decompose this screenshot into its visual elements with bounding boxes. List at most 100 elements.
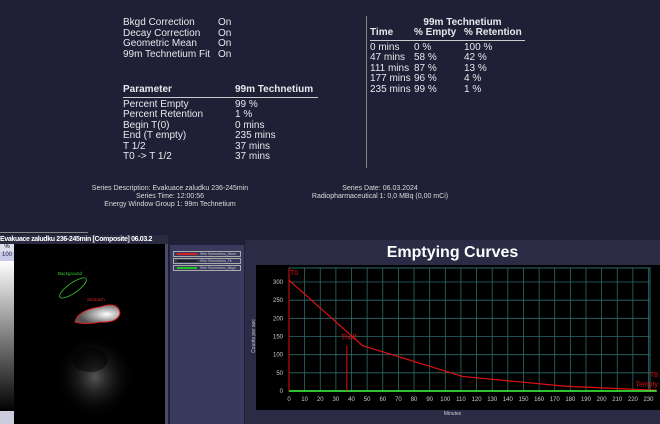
param-row: Percent Retention 1 % [123, 109, 318, 121]
legend-swatch [177, 267, 197, 269]
marker-label: T8 [650, 372, 658, 379]
image-viewer[interactable]: % 100 Background Stomach [0, 235, 168, 424]
emptying-chart: 0 10 20 30 40 50 60 70 80 90 100 110 120 130 140 150 160… [256, 265, 660, 410]
settings-list: Bkgd Correction On Decay Correction On Geome… [123, 17, 232, 61]
legend-item[interactable]: 99m Technetium_Stom [173, 251, 241, 257]
time-row: 111 mins 87 % 13 % [370, 62, 525, 75]
setting-label: Bkgd Correction [123, 17, 195, 28]
series-info-left: Series Description: Evakuace zaludku 236… [80, 185, 260, 209]
separator [0, 232, 88, 233]
time-row: 47 mins 58 % 42 % [370, 52, 525, 64]
time-table-title: 99m Technetium [423, 17, 502, 28]
divider [366, 16, 367, 168]
th-time: Time [370, 27, 394, 38]
roi-background-label: Background [58, 271, 83, 276]
x-tick-label: 30 [333, 397, 340, 403]
time-cell: 96 % [414, 73, 437, 84]
marker-label: Thalf [341, 335, 357, 342]
time-cell: 111 mins [370, 62, 410, 74]
time-cell: 4 % [464, 73, 482, 84]
scrollbar [165, 244, 168, 424]
series-date: Series Date: 06.03.2024 [342, 185, 418, 192]
time-cell: 0 mins [370, 41, 400, 53]
time-cell: 42 % [464, 52, 487, 63]
param-name: T0 -> T 1/2 [123, 151, 172, 162]
param-name: T 1/2 [123, 140, 146, 152]
x-tick-label: 40 [348, 397, 355, 403]
legend-item[interactable]: 99m Technetium_Bkgd [173, 265, 241, 271]
th-empty: % Empty [414, 27, 457, 38]
x-tick-label: 150 [518, 397, 529, 403]
time-table: 99m Technetium Time % Empty % Retention 0 … [370, 17, 525, 95]
roi-stomach-label: Stomach [87, 297, 105, 302]
x-tick-label: 210 [612, 397, 623, 403]
setting-row: Bkgd Correction On [123, 17, 232, 29]
legend-item[interactable]: 99m Technetium_Fit [173, 258, 241, 264]
param-row: T0 -> T 1/2 37 mins [123, 151, 318, 163]
x-tick-label: 90 [426, 397, 433, 403]
data-point [461, 375, 464, 378]
data-point [361, 344, 364, 347]
param-row: Begin T(0) 0 mins [123, 119, 318, 132]
setting-value: On [218, 48, 232, 60]
x-tick-label: 20 [317, 397, 324, 403]
series-time: Series Time: 12:00:56 [135, 193, 205, 200]
energy-window: Energy Window Group 1: 99m Technetium [104, 201, 236, 208]
curve-legend: 99m Technetium_Stom 99m Technetium_Fit 99m… [170, 245, 244, 424]
x-tick-label: 0 [287, 397, 291, 403]
time-cell: 0 % [414, 41, 432, 53]
setting-row: 99m Technetium Fit On [123, 48, 232, 61]
param-header: Parameter [123, 84, 172, 95]
setting-row: Geometric Mean On [123, 38, 232, 50]
time-cell: 13 % [464, 62, 487, 74]
y-tick-label: 0 [280, 389, 284, 395]
x-tick-label: 120 [472, 397, 483, 403]
param-row: T 1/2 37 mins [123, 140, 318, 153]
x-tick-label: 100 [440, 397, 451, 403]
chart-title: Emptying Curves [386, 244, 519, 261]
param-row: Percent Empty 99 % [123, 98, 318, 111]
setting-value: On [218, 27, 232, 39]
time-cell: 100 % [464, 41, 493, 53]
param-name: End (T empty) [123, 130, 187, 141]
y-tick-label: 100 [273, 353, 284, 359]
marker-label: T0 [290, 270, 298, 277]
marker-label: Tempty [635, 382, 658, 389]
x-tick-label: 190 [581, 397, 592, 403]
x-tick-label: 80 [411, 397, 418, 403]
param-name: Percent Empty [123, 98, 189, 110]
setting-label: Decay Correction [123, 27, 201, 39]
parameter-table: Parameter 99m Technetium Percent Empty 99 … [123, 84, 318, 163]
x-axis-label: Minutes [443, 411, 462, 417]
x-tick-label: 60 [379, 397, 386, 403]
legend-label: 99m Technetium_Fit [200, 259, 232, 263]
time-cell: 177 mins [370, 73, 411, 84]
time-cell: 1 % [464, 83, 482, 95]
tech-header: 99m Technetium [235, 84, 314, 95]
data-point [565, 385, 567, 387]
roi-stomach [74, 304, 121, 324]
param-value: 235 mins [235, 130, 276, 141]
setting-value: On [218, 17, 232, 28]
time-cell: 87 % [414, 62, 437, 74]
x-tick-label: 140 [503, 397, 514, 403]
x-tick-label: 180 [565, 397, 576, 403]
x-tick-label: 50 [364, 397, 371, 403]
series-description: Series Description: Evakuace zaludku 236… [91, 185, 249, 192]
x-tick-label: 220 [628, 397, 639, 403]
time-row: 235 mins 99 % 1 % [370, 83, 525, 96]
x-tick-label: 130 [487, 397, 498, 403]
param-value: 0 mins [235, 119, 265, 131]
setting-value: On [218, 38, 232, 49]
radiopharmaceutical: Radiopharmaceutical 1: 0,0 MBq (0,00 mCi… [311, 193, 449, 200]
param-row: End (T empty) 235 mins [123, 130, 318, 142]
x-tick-label: 170 [550, 397, 561, 403]
x-tick-label: 230 [643, 397, 654, 403]
param-value: 1 % [235, 109, 253, 120]
param-name: Percent Retention [123, 109, 204, 120]
time-cell: 58 % [414, 52, 437, 63]
x-tick-label: 70 [395, 397, 402, 403]
scale-max: 100 [0, 252, 14, 261]
x-tick-label: 10 [301, 397, 308, 403]
param-value: 99 % [235, 98, 258, 110]
